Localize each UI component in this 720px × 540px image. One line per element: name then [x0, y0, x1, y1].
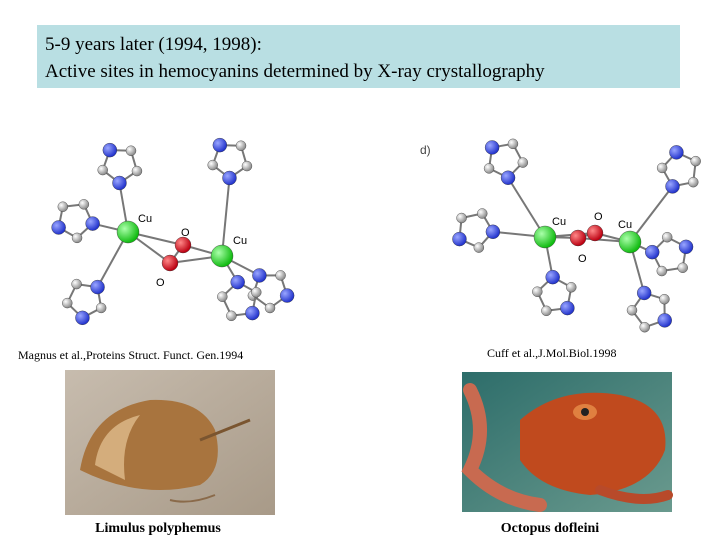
atom-label: Cu [552, 216, 566, 228]
atom [275, 270, 286, 281]
atom [97, 164, 108, 176]
atom [618, 230, 642, 254]
photo-caption: Octopus dofleini [501, 521, 600, 536]
atom [532, 286, 543, 297]
atom [484, 140, 500, 155]
photo-caption: Limulus polyphemus [95, 521, 221, 536]
atom [678, 239, 694, 255]
atom [636, 285, 652, 301]
atom [71, 232, 83, 244]
atom [90, 279, 105, 295]
title-line: Active sites in hemocyanins determined b… [45, 61, 545, 82]
atom [657, 313, 672, 328]
bond [629, 185, 674, 243]
atom [545, 269, 560, 285]
bond [221, 177, 231, 257]
atom [71, 278, 82, 290]
atom [500, 170, 516, 185]
atom [677, 262, 688, 273]
atom-label: Cu [618, 219, 632, 231]
atom-label: O [156, 277, 165, 289]
atom [688, 176, 699, 188]
atom [245, 305, 260, 321]
molecules [51, 137, 701, 333]
atom [217, 291, 228, 302]
atom [659, 294, 670, 305]
citation: Cuff et al.,J.Mol.Biol.1998 [487, 346, 616, 360]
photo-octopus [461, 372, 673, 512]
atom-label: O [181, 227, 190, 239]
atom [264, 302, 276, 314]
atom [533, 225, 557, 249]
atom [483, 163, 495, 174]
atom [473, 242, 485, 253]
atom [639, 322, 650, 333]
atom [656, 162, 668, 174]
atom-label: Cu [233, 235, 247, 247]
atom [662, 232, 673, 243]
atom [656, 265, 668, 277]
atom [690, 155, 701, 167]
atom [507, 138, 519, 150]
atom [517, 157, 529, 168]
atom [210, 244, 234, 268]
atom [645, 244, 660, 260]
title-line: 5-9 years later (1994, 1998): [45, 34, 262, 55]
atom-label: O [594, 211, 603, 223]
atom [85, 216, 100, 231]
atom [669, 145, 684, 160]
citation: Magnus et al.,Proteins Struct. Funct. Ge… [18, 348, 243, 362]
title-box [37, 25, 680, 88]
atom [569, 229, 587, 247]
bond [507, 177, 546, 238]
panel-label: d) [420, 143, 431, 157]
atom [125, 145, 137, 156]
atom [279, 288, 295, 303]
atom-label: Cu [138, 213, 152, 225]
atom [116, 220, 140, 244]
atom [161, 254, 179, 272]
atom [207, 159, 218, 171]
atom [566, 282, 577, 293]
atom [452, 231, 467, 247]
atom [131, 165, 143, 177]
atom [174, 236, 192, 254]
atom [112, 175, 127, 191]
atom [57, 201, 69, 212]
atom [541, 305, 552, 317]
atom [212, 137, 228, 153]
atom [222, 170, 237, 186]
atom [241, 160, 253, 172]
atom [456, 212, 467, 224]
atom [251, 287, 262, 298]
atom [102, 142, 118, 158]
atom-label: O [578, 253, 587, 265]
photo-limulus [65, 370, 275, 515]
atom [477, 208, 488, 219]
atom [626, 305, 638, 316]
atom [665, 179, 680, 194]
atom [78, 199, 90, 210]
atom [560, 300, 575, 316]
atom [485, 224, 501, 239]
atom [51, 220, 66, 235]
atom [95, 302, 107, 314]
atom [252, 268, 267, 283]
atom [62, 297, 73, 309]
atom [226, 310, 237, 322]
atom [230, 274, 245, 290]
atom [75, 310, 90, 326]
atom [235, 140, 247, 151]
atom [586, 224, 604, 242]
